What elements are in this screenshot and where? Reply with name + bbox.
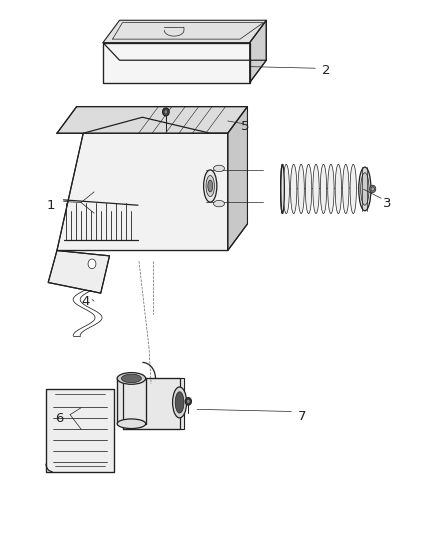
Ellipse shape (121, 374, 141, 383)
Ellipse shape (371, 187, 374, 191)
Ellipse shape (162, 108, 169, 116)
Ellipse shape (335, 164, 342, 214)
Ellipse shape (320, 164, 327, 214)
Ellipse shape (117, 373, 145, 384)
Ellipse shape (214, 165, 224, 172)
Ellipse shape (175, 392, 184, 413)
Ellipse shape (313, 164, 319, 214)
Ellipse shape (173, 387, 187, 418)
Ellipse shape (305, 164, 312, 214)
Text: 1: 1 (46, 199, 55, 212)
Text: 2: 2 (322, 64, 331, 77)
Ellipse shape (359, 167, 371, 211)
Polygon shape (123, 378, 184, 429)
Text: 4: 4 (81, 295, 90, 308)
Ellipse shape (360, 173, 369, 205)
Ellipse shape (283, 164, 290, 214)
Ellipse shape (164, 110, 168, 114)
Ellipse shape (214, 200, 224, 207)
Ellipse shape (281, 164, 284, 214)
Ellipse shape (206, 175, 215, 197)
Text: 7: 7 (298, 410, 307, 423)
Ellipse shape (117, 419, 145, 429)
Ellipse shape (204, 170, 217, 202)
Polygon shape (48, 251, 110, 293)
Ellipse shape (298, 164, 304, 214)
Polygon shape (117, 378, 145, 424)
Text: 6: 6 (55, 412, 64, 425)
Ellipse shape (328, 164, 334, 214)
Text: 3: 3 (383, 197, 392, 210)
Polygon shape (57, 117, 228, 251)
Ellipse shape (208, 180, 213, 192)
Ellipse shape (343, 164, 349, 214)
Ellipse shape (185, 398, 191, 405)
Ellipse shape (370, 185, 376, 193)
Polygon shape (250, 20, 266, 83)
Text: 5: 5 (241, 120, 250, 133)
Ellipse shape (350, 164, 357, 214)
Ellipse shape (88, 259, 96, 269)
Polygon shape (228, 107, 247, 251)
Ellipse shape (290, 164, 297, 214)
Polygon shape (57, 107, 247, 133)
Polygon shape (46, 389, 114, 472)
Polygon shape (103, 43, 250, 83)
Polygon shape (103, 20, 266, 43)
Ellipse shape (187, 399, 190, 403)
